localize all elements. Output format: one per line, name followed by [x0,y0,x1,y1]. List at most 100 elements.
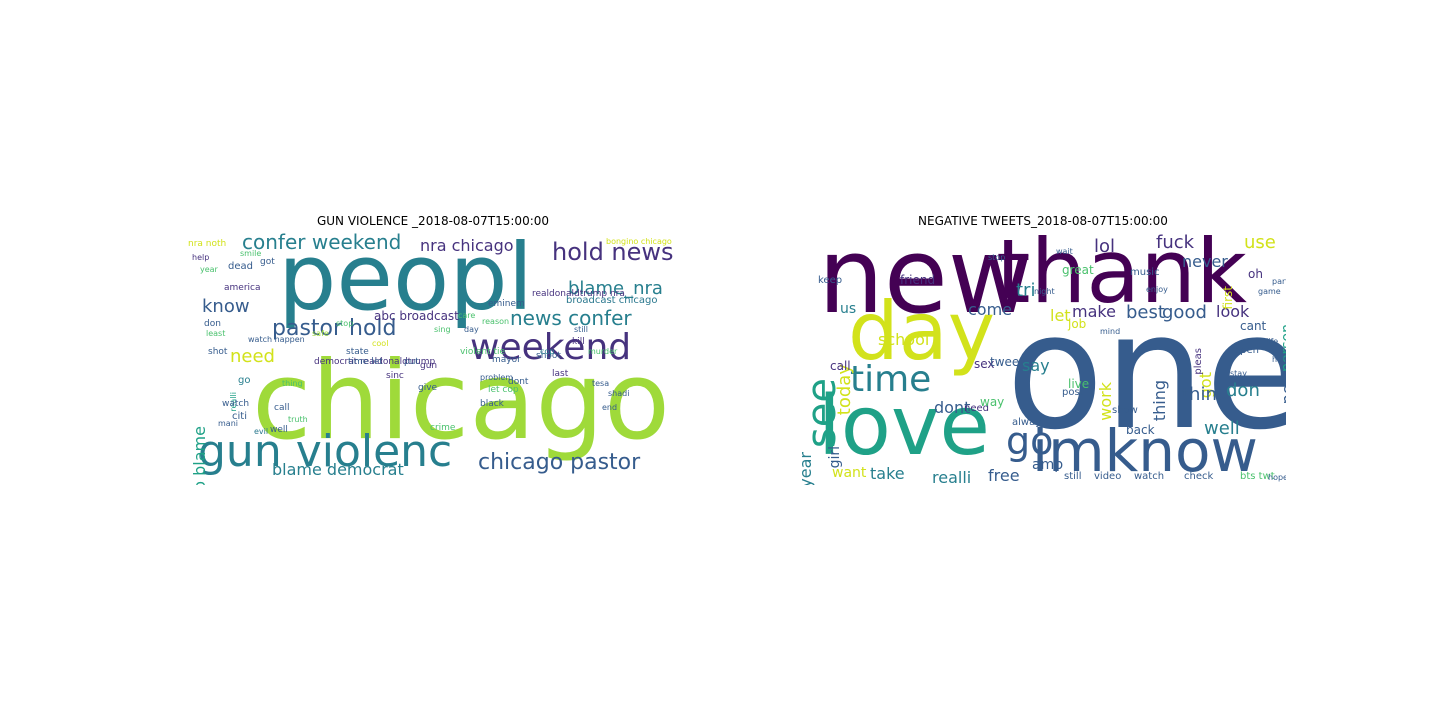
cloud-word: new [818,230,1033,337]
cloud-word: want [832,465,867,481]
cloud-word: cant [1240,319,1267,333]
cloud-word: cool [372,339,389,348]
cloud-word: thank [996,230,1247,323]
cloud-word: call [830,359,851,373]
cloud-word: smile [240,249,262,258]
cloud-word: go [1006,419,1054,463]
cloud-word: put [404,357,419,367]
cloud-word: watch happen [248,335,305,344]
cloud-word: don [1226,380,1260,401]
cloud-word: let cop [488,385,519,395]
cloud-word: oh [1248,267,1263,281]
cloud-word: watch [222,399,250,409]
cloud-word: tweet [990,355,1024,369]
cloud-word: chicago blame [190,426,209,485]
cloud-word: check [1184,471,1214,482]
cloud-word: part [1272,277,1286,286]
cloud-word: video [1094,471,1122,482]
cloud-word: free [988,466,1020,485]
cloud-word: still [1064,471,1082,482]
cloud-word: well [270,425,288,435]
cloud-word: shadi [608,389,630,398]
cloud-word: great [1062,263,1094,277]
cloud-word: game [1258,287,1281,296]
cloud-word: make [1072,302,1116,321]
cloud-word: year [796,452,815,485]
cloud-word: stop [336,319,354,328]
cloud-word: us [840,301,857,317]
cloud-word: school [878,330,930,349]
cloud-word: weekend [470,327,632,368]
cloud-word: least [206,329,226,338]
cloud-word: use [1244,232,1276,253]
cloud-word: sing [434,325,451,334]
cloud-word: cop [540,347,555,356]
cloud-word: pleas [1193,348,1204,375]
cloud-word: open [1234,345,1259,356]
cloud-word: friend [900,273,936,287]
cloud-word: america [224,283,261,293]
cloud-word: hold news [552,238,674,266]
cloud-word: shot [208,347,228,357]
cloud-word: care [458,311,476,320]
cloud-word: murder [588,347,618,356]
cloud-word: peopl [278,230,534,331]
cloud-word: thing [282,379,303,388]
cloud-word: problem [480,373,514,382]
cloud-word: show [1112,405,1138,416]
cloud-word: say [1022,356,1050,375]
cloud-word: eminem [488,299,525,309]
cloud-word: day [848,285,996,378]
cloud-word: job [1068,317,1087,331]
cloud-word: know [202,296,250,317]
cloud-word: blame_nra [568,278,663,299]
cloud-title-gun-violence: GUN VIOLENCE _2018-08-07T15:00:00 [316,214,550,228]
cloud-word: let [1050,306,1071,325]
cloud-word: go [238,375,251,386]
cloud-word: person [1279,324,1286,372]
cloud-word: democrat realdonaldtrump [314,357,436,367]
cloud-word: stop [988,253,1006,262]
cloud-word: reason [482,317,510,326]
cloud-word: year [200,265,218,274]
cloud-word: lol [1094,236,1116,257]
cloud-word: got [260,257,275,267]
cloud-word: life [1266,337,1279,346]
cloud-word: dont [934,398,971,417]
cloud-word: look [1216,302,1250,321]
cloud-word: kill [572,337,585,347]
cloud-word: news confer [510,306,632,330]
cloud-word: tesa [592,379,610,388]
cloud-word: still [574,325,588,334]
cloud-word: bongino chicago [606,237,672,246]
cloud-word: pastor hold [272,316,397,341]
cloud-word: mayor [492,355,521,365]
cloud-word: crime [430,423,456,433]
cloud-word: need [964,403,989,414]
cloud-word: imknow [1032,417,1258,485]
cloud-word: dead [228,261,253,272]
cloud-word: truth [288,415,308,424]
cloud-word: day [464,325,479,334]
cloud-word: post [1062,387,1084,398]
cloud-title-negative-tweets: NEGATIVE TWEETS_2018-08-07T15:00:00 [918,214,1168,228]
cloud-word: stay [1230,369,1247,378]
cloud-word: back [1126,423,1155,437]
cloud-word: night [1034,287,1055,296]
cloud-word: abc broadcast [374,309,459,323]
cloud-word: need [230,346,275,367]
cloud-word: well [1204,418,1240,439]
cloud-word: gun violenc [198,426,453,477]
cloud-word: thing [1150,380,1169,422]
cloud-word: watch [1134,471,1165,482]
cloud-word: wait [1056,247,1073,256]
cloud-word: broadcast chicago [566,295,658,306]
cloud-word: shoot [536,351,561,361]
cloud-word: chicago pastor [478,450,641,475]
cloud-word: music [1130,267,1160,278]
cloud-word: chicago [252,339,671,464]
cloud-word: nra chicago [420,236,514,255]
cloud-word: realdonaldtrump nra [532,289,625,299]
cloud-word: come [968,300,1013,319]
cloud-word: violent tie [460,347,506,357]
